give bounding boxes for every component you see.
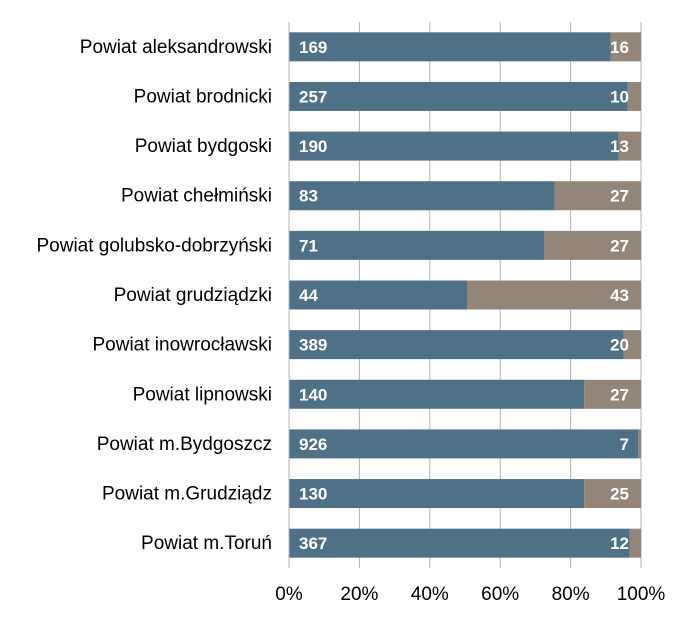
bar-segment-primary [289,131,619,161]
bar-segment-secondary [584,479,641,509]
bar-segment-primary [289,528,630,558]
category-label: Powiat aleksandrowski [80,37,272,58]
category-label: Powiat lipnowski [133,384,272,405]
bar-segment-secondary [618,131,641,161]
data-label: 7 [620,435,629,454]
data-label: 25 [610,485,629,504]
data-label: 83 [299,187,318,206]
bar-segment-secondary [584,379,641,409]
bar-segment-primary [289,479,585,509]
data-label: 16 [610,38,629,57]
bar-segment-primary [289,429,639,459]
x-tick-label: 60% [481,584,519,605]
bar-row: 389 20 [289,330,641,360]
bar-segment-primary [289,32,611,62]
data-label: 27 [610,187,629,206]
category-label: Powiat bydgoski [135,136,272,157]
x-tick-label: 20% [340,584,378,605]
x-tick-label: 80% [552,584,590,605]
bar-segment-primary [289,230,545,260]
category-label: Powiat grudziądzki [114,285,272,306]
bar-row: 190 13 [289,131,641,161]
data-label: 140 [299,385,327,404]
category-label: Powiat m.Toruń [141,533,272,554]
bar-row: 169 16 [289,32,641,62]
data-label: 27 [610,236,629,255]
bar-segment-secondary [554,181,641,211]
bar-row: 44 43 [289,280,641,310]
data-label: 169 [299,38,327,57]
data-label: 20 [610,336,629,355]
data-label: 71 [299,236,318,255]
data-label: 367 [299,534,327,553]
data-label: 130 [299,485,327,504]
data-label: 44 [299,286,318,305]
bar-segment-secondary [544,230,641,260]
category-label: Powiat golubsko-dobrzyński [36,235,272,256]
category-label: Powiat brodnicki [134,86,272,107]
category-label: Powiat inowrocławski [92,335,272,356]
bar-row: 83 27 [289,181,641,211]
x-tick-label: 100% [617,584,666,605]
category-label: Powiat m.Grudziądz [102,484,272,505]
bar-segment-primary [289,81,628,111]
data-label: 257 [299,87,327,106]
data-label: 10 [610,87,629,106]
bar-segment-secondary [627,81,641,111]
x-tick-label: 0% [275,584,303,605]
bar-segment-primary [289,280,468,310]
bar-row: 140 27 [289,379,641,409]
x-tick-label: 40% [411,584,449,605]
data-label: 12 [610,534,629,553]
category-label: Powiat m.Bydgoszcz [97,434,272,455]
data-label: 190 [299,137,327,156]
bar-row: 367 12 [289,528,641,558]
bar-segment-secondary [638,429,641,459]
bar-segment-secondary [610,32,641,62]
data-label: 27 [610,385,629,404]
category-label: Powiat chełmiński [121,186,272,207]
bar-row: 130 25 [289,479,641,509]
data-label: 43 [610,286,629,305]
bar-segment-secondary [623,330,641,360]
data-label: 926 [299,435,327,454]
bar-segment-primary [289,330,624,360]
bar-segment-secondary [467,280,641,310]
bar-row: 926 7 [289,429,641,459]
data-label: 13 [610,137,629,156]
bar-segment-secondary [629,528,641,558]
bar-row: 257 10 [289,81,641,111]
bar-segment-primary [289,379,585,409]
data-label: 389 [299,336,327,355]
bar-segment-primary [289,181,555,211]
bar-row: 71 27 [289,230,641,260]
